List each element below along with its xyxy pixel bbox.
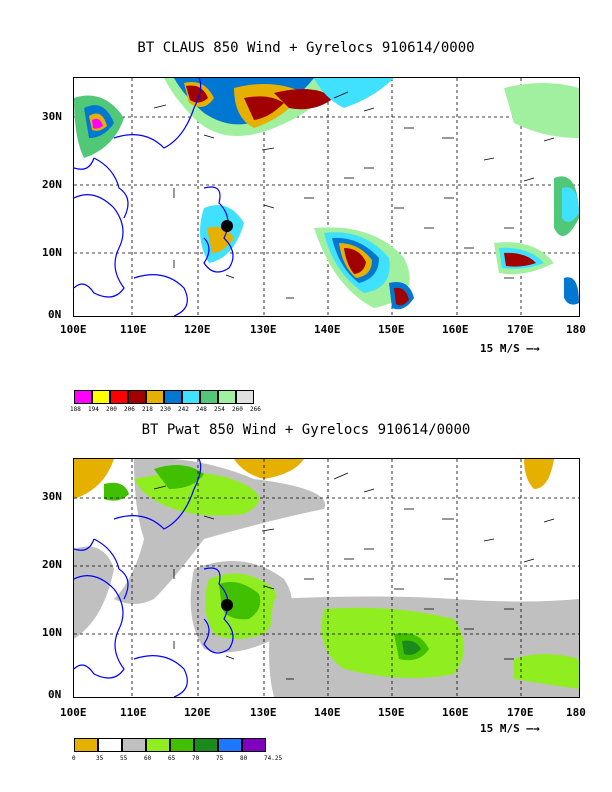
legend-label: 200: [106, 406, 117, 413]
panel1-gyre-marker: [221, 220, 233, 232]
panel2-title: BT Pwat 850 Wind + Gyrelocs 910614/0000: [141, 422, 471, 438]
panel2-gyre-marker: [221, 599, 233, 611]
legend-swatch: [236, 390, 254, 404]
panel1-lat-tick: 20N: [42, 178, 62, 191]
panel2-lon-tick: 140E: [314, 706, 341, 719]
legend-swatch: [110, 390, 128, 404]
panel1-map-svg: [74, 78, 579, 316]
panel2-lat-tick: 10N: [42, 626, 62, 639]
legend-label: 75: [216, 755, 224, 762]
legend-swatch: [218, 738, 242, 752]
panel2-scale-text: 15 M/S: [480, 722, 520, 735]
panel1-lon-tick: 150E: [378, 323, 405, 336]
panel1-title: BT CLAUS 850 Wind + Gyrelocs 910614/0000: [137, 40, 475, 56]
legend-label: 206: [124, 406, 135, 413]
legend-swatch: [128, 390, 146, 404]
panel2-lon-tick: 130E: [250, 706, 277, 719]
panel1-lon-tick: 140E: [314, 323, 341, 336]
panel1-cloud-fields: [74, 78, 579, 310]
panel1-lat-tick: 0N: [48, 308, 62, 321]
legend-label: 218: [142, 406, 153, 413]
panel2-lon-tick: 100E: [60, 706, 87, 719]
panel2-map: [73, 458, 580, 698]
legend-label: 55: [120, 755, 128, 762]
legend-swatch: [218, 390, 236, 404]
legend-label: 242: [178, 406, 189, 413]
panel2-lat-tick: 20N: [42, 558, 62, 571]
panel2-lat-tick: 0N: [48, 688, 62, 701]
panel1-lon-tick: 170E: [507, 323, 534, 336]
legend-swatch: [194, 738, 218, 752]
panel1-lat-tick: 10N: [42, 246, 62, 259]
panel2-pwat-fields: [74, 459, 579, 697]
panel2-wind-vectors: [153, 472, 555, 680]
legend-label: 230: [160, 406, 171, 413]
legend-label: 266: [250, 406, 261, 413]
panel1-map: [73, 77, 580, 317]
legend-swatch: [182, 390, 200, 404]
legend-label: 254: [214, 406, 225, 413]
panel2-coastlines: [74, 459, 234, 697]
legend-label: 0: [72, 755, 76, 762]
legend-swatch: [122, 738, 146, 752]
legend-label: 74.25: [264, 755, 283, 762]
panel1-scale-text: 15 M/S: [480, 342, 520, 355]
panel2-lon-tick: 180: [566, 706, 586, 719]
legend-label: 194: [88, 406, 99, 413]
arrow-right-icon: —→: [526, 342, 540, 355]
legend-swatch: [146, 738, 170, 752]
arrow-right-icon: —→: [526, 722, 540, 735]
panel1-lon-tick: 110E: [120, 323, 147, 336]
panel1-lon-tick: 160E: [442, 323, 469, 336]
panel2-lon-tick: 150E: [378, 706, 405, 719]
panel1-legend: [74, 390, 254, 404]
panel1-lon-tick: 180: [566, 323, 586, 336]
panel1-wind-vectors: [153, 91, 555, 299]
legend-label: 60: [144, 755, 152, 762]
panel2-legend: [74, 738, 266, 752]
legend-swatch: [92, 390, 110, 404]
panel2-map-svg: [74, 459, 579, 697]
panel1-lon-tick: 130E: [250, 323, 277, 336]
legend-swatch: [242, 738, 266, 752]
panel1-scale-label: 15 M/S —→: [480, 342, 540, 355]
panel2-legend-labels: 0 35 55 60 65 70 75 80 74.25: [72, 755, 288, 762]
legend-label: 260: [232, 406, 243, 413]
legend-swatch: [146, 390, 164, 404]
legend-swatch: [74, 738, 98, 752]
panel2-scale-label: 15 M/S —→: [480, 722, 540, 735]
panel1-lat-tick: 30N: [42, 110, 62, 123]
legend-swatch: [164, 390, 182, 404]
panel2-lon-tick: 160E: [442, 706, 469, 719]
legend-swatch: [170, 738, 194, 752]
panel2-lon-tick: 120E: [184, 706, 211, 719]
legend-label: 35: [96, 755, 104, 762]
panel1-lon-tick: 120E: [184, 323, 211, 336]
legend-label: 248: [196, 406, 207, 413]
panel1-coastlines: [74, 78, 234, 316]
panel2-lon-tick: 170E: [507, 706, 534, 719]
legend-label: 80: [240, 755, 248, 762]
legend-label: 65: [168, 755, 176, 762]
panel2-lon-tick: 110E: [120, 706, 147, 719]
panel1-legend-labels: 188 194 200 206 218 230 242 248 254 260 …: [70, 406, 268, 413]
panel1-lon-tick: 100E: [60, 323, 87, 336]
legend-label: 188: [70, 406, 81, 413]
legend-swatch: [200, 390, 218, 404]
panel2-lat-tick: 30N: [42, 490, 62, 503]
legend-label: 70: [192, 755, 200, 762]
legend-swatch: [98, 738, 122, 752]
legend-swatch: [74, 390, 92, 404]
